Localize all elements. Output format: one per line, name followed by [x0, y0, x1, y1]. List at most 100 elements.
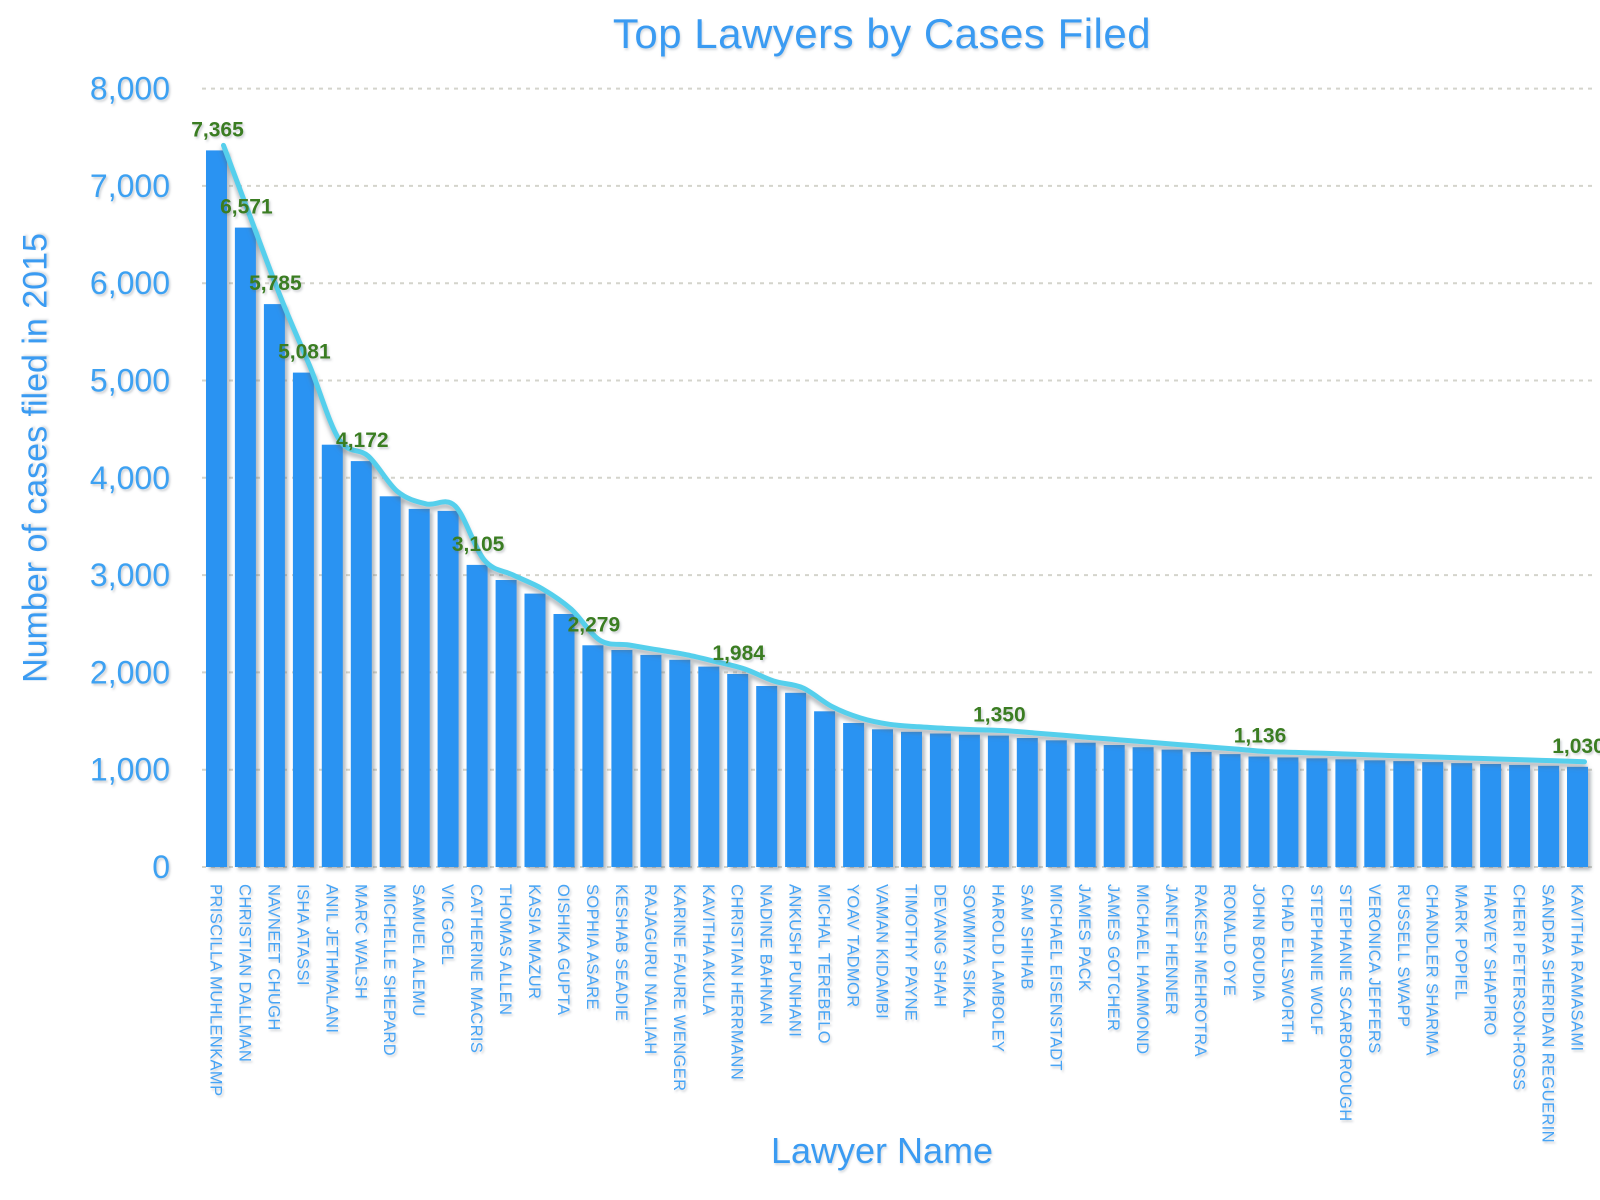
category-label: SANDRA SHERIDAN REGUERIN: [1539, 884, 1557, 1143]
category-label: MICHAEL HAMMOND: [1133, 884, 1151, 1054]
bar: [263, 304, 285, 868]
bar: [379, 496, 401, 867]
bar: [1364, 760, 1386, 867]
bar: [756, 686, 778, 867]
bar: [698, 666, 720, 867]
category-labels: PRISCILLA MUHLENKAMP CHRISTIAN DALLMAN NAV…: [207, 884, 1586, 1143]
category-label: YOAV TADMOR: [844, 884, 862, 1008]
y-tick-label: 0: [152, 849, 170, 885]
bar: [1248, 756, 1270, 867]
bar: [524, 593, 546, 867]
y-tick-label: 1,000: [90, 752, 170, 788]
value-labels: 7,365 6,571 5,785 5,081 4,172 3,105 2,279 1,984…: [191, 118, 1600, 757]
bars: [206, 150, 1588, 868]
bar: [582, 645, 604, 867]
value-label: 5,785: [249, 272, 302, 295]
value-label: 6,571: [220, 196, 273, 219]
y-tick-label: 7,000: [90, 168, 170, 204]
category-label: HAROLD LAMBOLEY: [988, 884, 1006, 1052]
category-label: KASIA MAZUR: [525, 884, 543, 999]
y-tick-label: 2,000: [90, 654, 170, 690]
category-label: KARINE FAURE WENGER: [670, 884, 688, 1091]
category-label: PRISCILLA MUHLENKAMP: [207, 884, 225, 1096]
category-label: STEPHANIE SCARBOROUGH: [1336, 884, 1354, 1122]
value-label: 3,105: [452, 533, 505, 556]
bar: [1219, 754, 1241, 867]
bar: [814, 711, 836, 867]
category-label: HARVEY SHAPIRO: [1481, 884, 1499, 1036]
bar: [872, 729, 893, 867]
value-label: 5,081: [278, 341, 331, 364]
category-label: ISHA ATASSI: [293, 884, 311, 986]
bar: [206, 150, 227, 867]
category-label: NADINE BAHNAN: [757, 884, 775, 1025]
category-label: KESHAB SEADIE: [612, 884, 630, 1021]
bar: [1161, 749, 1183, 867]
bar: [1306, 758, 1328, 867]
category-label: STEPHANIE WOLF: [1307, 884, 1325, 1035]
bar: [553, 614, 575, 867]
bar: [234, 227, 256, 868]
bar: [843, 723, 865, 867]
category-label: CATHERINE MACRIS: [467, 884, 485, 1053]
value-label: 1,350: [973, 704, 1026, 727]
category-label: DEVANG SHAH: [930, 884, 948, 1007]
category-label: RONALD OYE: [1220, 884, 1238, 996]
category-label: CHANDLER SHARMA: [1423, 884, 1441, 1056]
category-label: OISHIKA GUPTA: [554, 884, 572, 1015]
y-tick-label: 4,000: [90, 460, 170, 496]
y-tick-label: 5,000: [90, 363, 170, 399]
y-axis-title: Number of cases filed in 2015: [16, 233, 55, 683]
value-label: 1,030: [1552, 735, 1600, 758]
bar: [987, 735, 1009, 867]
bar: [321, 444, 343, 867]
bar: [1016, 738, 1038, 867]
category-label: JAMES PACK: [1075, 884, 1093, 991]
trend-line: [221, 142, 1587, 765]
bar: [929, 733, 951, 867]
category-label: SAMUEL ALEMU: [409, 884, 427, 1017]
bar: [1074, 742, 1096, 867]
bar: [785, 692, 807, 867]
bar: [466, 564, 488, 867]
category-label: MICHELLE SHEPARD: [380, 884, 398, 1056]
bar: [1132, 747, 1154, 867]
bar: [495, 580, 517, 867]
category-label: SOWMIYA SIKAL: [959, 884, 977, 1018]
value-label: 2,279: [568, 613, 621, 636]
category-label: RAKESH MEHROTRA: [1191, 884, 1209, 1057]
bar: [727, 674, 749, 867]
bar: [1190, 751, 1212, 867]
bar: [611, 650, 633, 867]
y-tick-label: 8,000: [90, 71, 170, 107]
category-label: CHAD ELLSWORTH: [1278, 884, 1296, 1043]
bar: [1045, 740, 1067, 867]
value-label: 1,136: [1234, 725, 1287, 748]
category-label: KAVITHA AKULA: [699, 884, 717, 1015]
bar: [958, 734, 980, 867]
bar: [1393, 761, 1415, 867]
bar: [1335, 759, 1357, 867]
category-label: MICHAEL EISENSTADT: [1046, 884, 1064, 1071]
bar: [1567, 766, 1588, 867]
bar: [640, 654, 662, 867]
category-label: ANKUSH PUNHANI: [786, 884, 804, 1037]
gridlines: [202, 87, 1592, 868]
bar: [292, 372, 314, 867]
bar: [1509, 764, 1531, 867]
category-label: VAMAN KIDAMBI: [873, 884, 891, 1019]
bar: [1480, 764, 1502, 867]
category-label: VERONICA JEFFERS: [1365, 884, 1383, 1054]
category-label: RUSSELL SWAPP: [1394, 884, 1412, 1027]
bar: [437, 510, 459, 867]
category-label: NAVNEET CHUGH: [264, 884, 282, 1031]
category-label: ANIL JETHMALANI: [322, 884, 340, 1033]
value-label: 7,365: [191, 118, 244, 141]
category-label: THOMAS ALLEN: [496, 884, 514, 1015]
bar: [408, 508, 430, 867]
category-label: SAM SHIHAB: [1017, 884, 1035, 990]
category-label: MARK POPIEL: [1452, 884, 1470, 1000]
category-label: JOHN BOUDIA: [1249, 884, 1267, 1001]
category-label: JANET HENNER: [1162, 884, 1180, 1015]
